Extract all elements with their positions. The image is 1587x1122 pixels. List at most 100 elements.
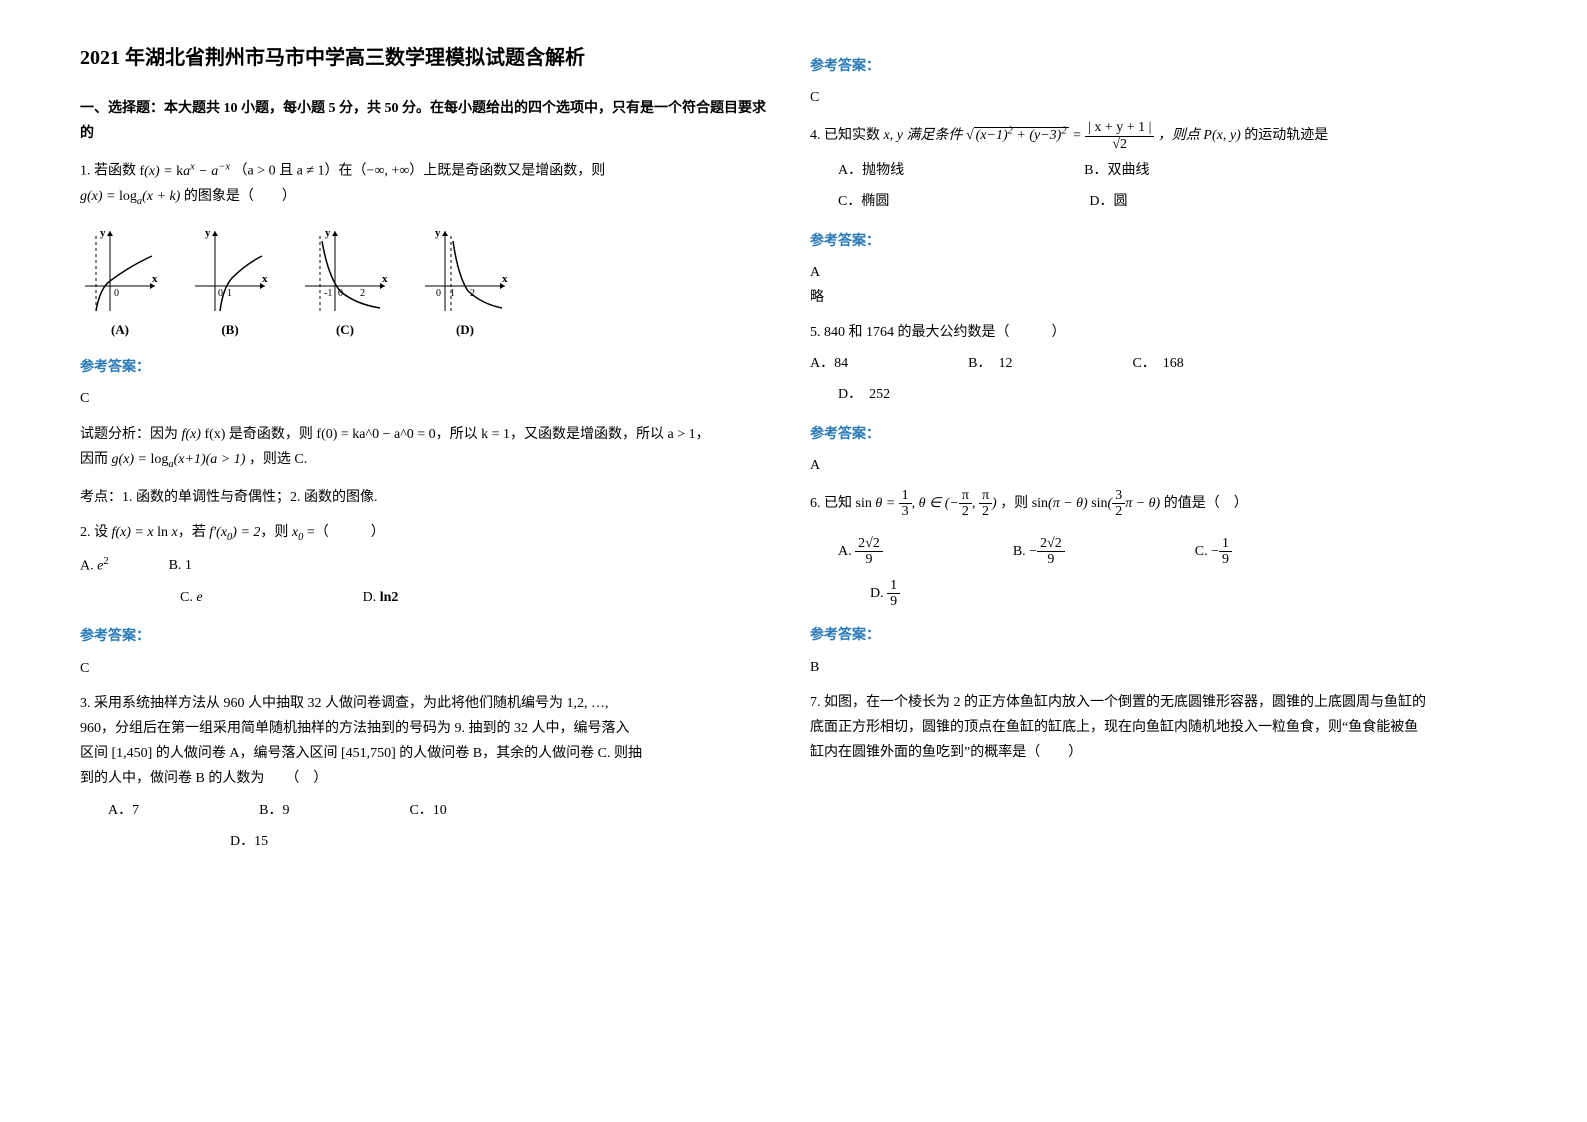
q4-pre: 4. 已知实数 — [810, 128, 880, 143]
a1-line2-post: ，则选 C. — [249, 452, 307, 467]
answer-label-1: 参考答案： — [80, 355, 770, 380]
q1-fx: f(x) = kax − a−x — [140, 164, 234, 179]
a1-fx: f(x) — [182, 427, 201, 442]
page-title: 2021 年湖北省荆州市马市中学高三数学理模拟试题含解析 — [80, 40, 770, 76]
q4-opt-d: D．圆 — [1089, 189, 1127, 214]
q5-opt-a: A．84 — [810, 351, 848, 376]
svg-text:x: x — [262, 273, 268, 285]
q3-l1: 3. 采用系统抽样方法从 960 人中抽取 32 人做问卷调查，为此将他们随机编… — [80, 691, 770, 716]
svg-text:x: x — [382, 273, 388, 285]
q5-opt-d: D． 252 — [838, 387, 890, 402]
q6-post: 的值是（ ） — [1164, 496, 1248, 511]
q3-l2: 960，分组后在第一组采用简单随机抽样的方法抽到的号码为 9. 抽到的 32 人… — [80, 716, 770, 741]
graph-c: -1 0 2 x y (C) — [300, 226, 390, 341]
svg-text:0: 0 — [338, 288, 343, 299]
graph-b: 0 1 x y (B) — [190, 226, 270, 341]
q4-post: 的运动轨迹是 — [1244, 128, 1328, 143]
q1-cond: （a > 0 且 a ≠ 1）在（−∞, +∞）上既是奇函数又是增函数，则 — [234, 164, 606, 179]
q5-stem: 5. 840 和 1764 的最大公约数是（ ） — [810, 320, 1500, 345]
q4-opt-a: A．抛物线 — [838, 158, 904, 183]
q4-opt-b: B．双曲线 — [1084, 158, 1149, 183]
q6-opt-b: B. −2√29 — [1013, 536, 1065, 568]
q2-opt-a: A. e2 — [80, 553, 109, 579]
q3-int2: [451,750] — [341, 746, 396, 761]
question-2: 2. 设 f(x) = x ln x，若 f′(x0) = 2，则 x0 =（ … — [80, 520, 770, 611]
answer-label-3: 参考答案： — [810, 54, 1500, 79]
q6-mid: ，则 — [1000, 496, 1028, 511]
q1-gx: g(x) = loga(x + k) — [80, 189, 184, 204]
svg-text:2: 2 — [470, 288, 475, 299]
answer-4: A — [810, 260, 1500, 285]
question-1: 1. 若函数 f(x) = kax − a−x （a > 0 且 a ≠ 1）在… — [80, 158, 770, 212]
part1-heading: 一、选择题：本大题共 10 小题，每小题 5 分，共 50 分。在每小题给出的四… — [80, 96, 770, 146]
answer-label-6: 参考答案： — [810, 623, 1500, 648]
q2-opt-c: C. e — [180, 585, 203, 610]
answer-5: A — [810, 453, 1500, 478]
graph-a: 0 x y (A) — [80, 226, 160, 341]
question-7: 7. 如图，在一个棱长为 2 的正方体鱼缸内放入一个倒置的无底圆锥形容器，圆锥的… — [810, 690, 1500, 766]
svg-text:2: 2 — [360, 288, 365, 299]
q7-l1: 7. 如图，在一个棱长为 2 的正方体鱼缸内放入一个倒置的无底圆锥形容器，圆锥的… — [810, 690, 1500, 715]
q3-opt-d: D．15 — [230, 834, 268, 849]
svg-text:y: y — [205, 227, 211, 239]
left-column: 2021 年湖北省荆州市马市中学高三数学理模拟试题含解析 一、选择题：本大题共 … — [80, 40, 770, 864]
q5-opt-c: C． 168 — [1132, 351, 1183, 376]
svg-text:-1: -1 — [324, 288, 332, 299]
answer-label-2: 参考答案： — [80, 624, 770, 649]
svg-text:1: 1 — [227, 288, 232, 299]
answer-2: C — [80, 656, 770, 681]
graph-c-label: (C) — [300, 318, 390, 341]
q4-math: x, y 满足条件 √(x−1)2 + (y−3)2 = | x + y + 1… — [884, 128, 1245, 143]
q4-opt-c: C．椭圆 — [838, 189, 889, 214]
graph-b-label: (B) — [190, 318, 270, 341]
a1-line2-gx: g(x) = loga(x+1)(a > 1) — [112, 452, 246, 467]
q3-l3-mid2: 的人做问卷 B，其余的人做问卷 C. 则抽 — [399, 746, 642, 761]
graph-d: 0 1 2 x y (D) — [420, 226, 510, 341]
q3-l3-pre: 区间 — [80, 746, 108, 761]
answer-6: B — [810, 655, 1500, 680]
svg-text:y: y — [325, 227, 331, 239]
q2-opt-d: D. ln2 — [363, 585, 399, 610]
q5-opt-b: B． 12 — [968, 351, 1012, 376]
q6-math2: sin(π − θ) sin(32π − θ) — [1032, 496, 1164, 511]
q6-opt-c: C. −19 — [1195, 536, 1232, 568]
a1-line1: f(x) 是奇函数，则 f(0) = ka^0 − a^0 = 0，所以 k =… — [204, 427, 709, 442]
graph-a-label: (A) — [80, 318, 160, 341]
answer-1: C — [80, 386, 770, 411]
svg-text:0: 0 — [218, 288, 223, 299]
q6-pre: 6. 已知 — [810, 496, 852, 511]
svg-text:0: 0 — [114, 288, 119, 299]
a1-line2-pre: 因而 — [80, 452, 108, 467]
answer-4-extra: 略 — [810, 285, 1500, 310]
q6-math1: sin θ = 13, θ ∈ (−π2, π2) — [856, 496, 1001, 511]
answer-label-4: 参考答案： — [810, 229, 1500, 254]
q2-opt-b: B. 1 — [169, 553, 192, 579]
q1-tail: 的图象是（ ） — [184, 189, 296, 204]
a1-points: 考点：1. 函数的单调性与奇偶性；2. 函数的图像. — [80, 485, 770, 510]
svg-text:1: 1 — [450, 288, 455, 299]
q7-l3: 缸内在圆锥外面的鱼吃到”的概率是（ ） — [810, 740, 1500, 765]
q6-opt-d: D. 19 — [870, 586, 900, 601]
q3-opt-b: B．9 — [259, 798, 289, 823]
q6-opt-a: A. 2√29 — [838, 536, 883, 568]
q3-l3-mid1: 的人做问卷 A，编号落入区间 — [156, 746, 338, 761]
q1-pre: 1. 若函数 — [80, 164, 136, 179]
question-3: 3. 采用系统抽样方法从 960 人中抽取 32 人做问卷调查，为此将他们随机编… — [80, 691, 770, 854]
svg-text:x: x — [152, 273, 158, 285]
svg-text:0: 0 — [436, 288, 441, 299]
answer-3: C — [810, 85, 1500, 110]
answer-1-analysis: 试题分析：因为 f(x) f(x) 是奇函数，则 f(0) = ka^0 − a… — [80, 422, 770, 475]
svg-text:x: x — [502, 273, 508, 285]
q3-l4: 到的人中，做问卷 B 的人数为 （ ） — [80, 766, 770, 791]
q3-opt-a: A．7 — [108, 798, 139, 823]
graph-d-label: (D) — [420, 318, 510, 341]
question-4: 4. 已知实数 x, y 满足条件 √(x−1)2 + (y−3)2 = | x… — [810, 120, 1500, 214]
question-6: 6. 已知 sin θ = 13, θ ∈ (−π2, π2) ，则 sin(π… — [810, 488, 1500, 609]
svg-text:y: y — [100, 227, 106, 239]
q3-opt-c: C．10 — [409, 798, 446, 823]
q3-int1: [1,450] — [112, 746, 153, 761]
a1-analysis-pre: 试题分析：因为 — [80, 427, 178, 442]
q7-l2: 底面正方形相切，圆锥的顶点在鱼缸的缸底上，现在向鱼缸内随机地投入一粒鱼食，则“鱼… — [810, 715, 1500, 740]
question-5: 5. 840 和 1764 的最大公约数是（ ） A．84 B． 12 C． 1… — [810, 320, 1500, 408]
right-column: 参考答案： C 4. 已知实数 x, y 满足条件 √(x−1)2 + (y−3… — [810, 40, 1500, 864]
